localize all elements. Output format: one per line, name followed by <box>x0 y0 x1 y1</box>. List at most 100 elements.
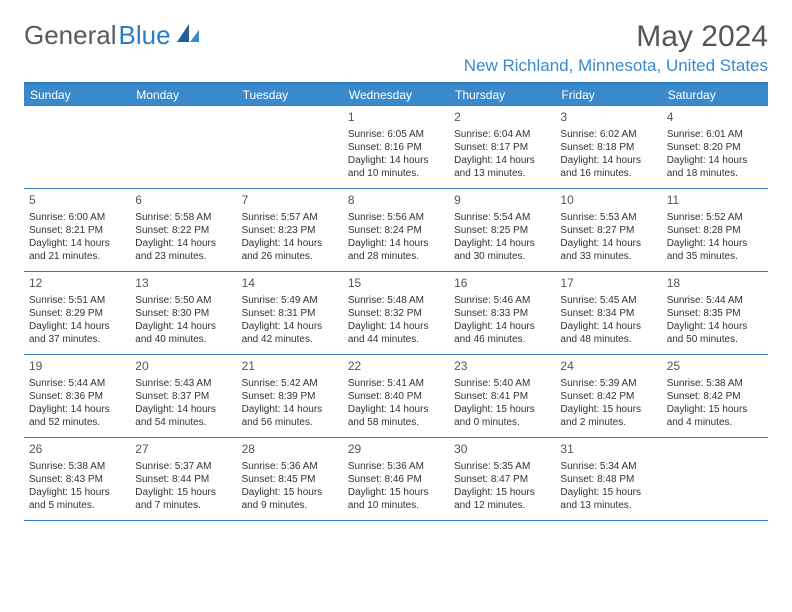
day-number: 31 <box>560 442 656 458</box>
day-cell: 12 Sunrise: 5:51 AMSunset: 8:29 PMDayligh… <box>24 272 130 354</box>
day-info-line: Sunrise: 5:54 AM <box>454 211 550 224</box>
day-info-line: Sunrise: 5:49 AM <box>242 294 338 307</box>
day-info-line: Daylight: 14 hours and 33 minutes. <box>560 237 656 263</box>
day-number: 20 <box>135 359 231 375</box>
day-info-line: Daylight: 15 hours and 13 minutes. <box>560 486 656 512</box>
day-cell: 17Sunrise: 5:45 AMSunset: 8:34 PMDayligh… <box>555 272 661 354</box>
day-cell <box>237 106 343 188</box>
day-cell: 20Sunrise: 5:43 AMSunset: 8:37 PMDayligh… <box>130 355 236 437</box>
day-header: Monday <box>130 84 236 106</box>
day-number: 18 <box>667 276 763 292</box>
day-info-line: Sunrise: 5:51 AM <box>29 294 125 307</box>
day-number: 27 <box>135 442 231 458</box>
day-info-line: Sunrise: 6:05 AM <box>348 128 444 141</box>
day-cell: 27Sunrise: 5:37 AMSunset: 8:44 PMDayligh… <box>130 438 236 520</box>
week-row: 19Sunrise: 5:44 AMSunset: 8:36 PMDayligh… <box>24 355 768 438</box>
day-number: 29 <box>348 442 444 458</box>
day-info-line: Sunset: 8:16 PM <box>348 141 444 154</box>
day-info-line: Sunrise: 5:38 AM <box>667 377 763 390</box>
day-info-line: Sunset: 8:47 PM <box>454 473 550 486</box>
day-info-line: Daylight: 14 hours and 37 minutes. <box>29 320 125 346</box>
day-info-line: Daylight: 14 hours and 46 minutes. <box>454 320 550 346</box>
day-number: 21 <box>242 359 338 375</box>
day-info-line: Sunset: 8:30 PM <box>135 307 231 320</box>
day-info-line: Daylight: 14 hours and 52 minutes. <box>29 403 125 429</box>
day-cell: 7Sunrise: 5:57 AMSunset: 8:23 PMDaylight… <box>237 189 343 271</box>
day-info-line: Sunrise: 5:57 AM <box>242 211 338 224</box>
day-info-line: Sunset: 8:28 PM <box>667 224 763 237</box>
day-info-line: Sunrise: 6:02 AM <box>560 128 656 141</box>
day-info-line: Sunset: 8:29 PM <box>29 307 125 320</box>
day-number: 15 <box>348 276 444 292</box>
day-number: 4 <box>667 110 763 126</box>
day-number: 30 <box>454 442 550 458</box>
day-cell: 16Sunrise: 5:46 AMSunset: 8:33 PMDayligh… <box>449 272 555 354</box>
day-number: 3 <box>560 110 656 126</box>
day-number: 23 <box>454 359 550 375</box>
day-cell: 25Sunrise: 5:38 AMSunset: 8:42 PMDayligh… <box>662 355 768 437</box>
day-info-line: Sunset: 8:35 PM <box>667 307 763 320</box>
day-number: 9 <box>454 193 550 209</box>
day-info-line: Daylight: 14 hours and 50 minutes. <box>667 320 763 346</box>
day-info-line: Sunrise: 5:44 AM <box>667 294 763 307</box>
day-info-line: Sunset: 8:24 PM <box>348 224 444 237</box>
day-info-line: Sunset: 8:25 PM <box>454 224 550 237</box>
day-cell: 26Sunrise: 5:38 AMSunset: 8:43 PMDayligh… <box>24 438 130 520</box>
day-cell: 13Sunrise: 5:50 AMSunset: 8:30 PMDayligh… <box>130 272 236 354</box>
day-cell: 29Sunrise: 5:36 AMSunset: 8:46 PMDayligh… <box>343 438 449 520</box>
day-info-line: Sunrise: 5:44 AM <box>29 377 125 390</box>
day-info-line: Sunrise: 5:52 AM <box>667 211 763 224</box>
day-info-line: Sunrise: 5:46 AM <box>454 294 550 307</box>
day-info-line: Sunrise: 5:50 AM <box>135 294 231 307</box>
day-number: 11 <box>667 193 763 209</box>
day-info-line: Daylight: 14 hours and 21 minutes. <box>29 237 125 263</box>
day-number: 24 <box>560 359 656 375</box>
day-info-line: Sunrise: 5:53 AM <box>560 211 656 224</box>
week-row: 1Sunrise: 6:05 AMSunset: 8:16 PMDaylight… <box>24 106 768 189</box>
day-info-line: Daylight: 14 hours and 26 minutes. <box>242 237 338 263</box>
day-info-line: Sunset: 8:43 PM <box>29 473 125 486</box>
day-info-line: Daylight: 15 hours and 2 minutes. <box>560 403 656 429</box>
logo-text-part1: General <box>24 20 117 51</box>
day-number: 12 <box>29 276 125 292</box>
calendar-page: GeneralBlue May 2024 New Richland, Minne… <box>0 0 792 541</box>
day-info-line: Daylight: 15 hours and 10 minutes. <box>348 486 444 512</box>
logo-text-part2: Blue <box>119 20 171 51</box>
day-info-line: Daylight: 14 hours and 28 minutes. <box>348 237 444 263</box>
day-info-line: Daylight: 15 hours and 7 minutes. <box>135 486 231 512</box>
day-info-line: Sunset: 8:45 PM <box>242 473 338 486</box>
day-info-line: Sunset: 8:37 PM <box>135 390 231 403</box>
day-cell: 10Sunrise: 5:53 AMSunset: 8:27 PMDayligh… <box>555 189 661 271</box>
day-info-line: Sunset: 8:34 PM <box>560 307 656 320</box>
day-info-line: Sunset: 8:41 PM <box>454 390 550 403</box>
day-info-line: Sunset: 8:42 PM <box>560 390 656 403</box>
day-info-line: Sunrise: 5:38 AM <box>29 460 125 473</box>
day-info-line: Sunrise: 5:37 AM <box>135 460 231 473</box>
day-info-line: Daylight: 14 hours and 30 minutes. <box>454 237 550 263</box>
day-info-line: Sunrise: 5:56 AM <box>348 211 444 224</box>
day-info-line: Sunset: 8:17 PM <box>454 141 550 154</box>
day-header-row: SundayMondayTuesdayWednesdayThursdayFrid… <box>24 84 768 106</box>
day-info-line: Daylight: 14 hours and 40 minutes. <box>135 320 231 346</box>
day-info-line: Sunrise: 5:48 AM <box>348 294 444 307</box>
day-cell: 14Sunrise: 5:49 AMSunset: 8:31 PMDayligh… <box>237 272 343 354</box>
day-info-line: Daylight: 14 hours and 35 minutes. <box>667 237 763 263</box>
day-info-line: Daylight: 15 hours and 4 minutes. <box>667 403 763 429</box>
day-number: 16 <box>454 276 550 292</box>
day-number: 28 <box>242 442 338 458</box>
day-info-line: Daylight: 14 hours and 18 minutes. <box>667 154 763 180</box>
day-header: Friday <box>555 84 661 106</box>
day-info-line: Daylight: 14 hours and 10 minutes. <box>348 154 444 180</box>
day-info-line: Daylight: 14 hours and 23 minutes. <box>135 237 231 263</box>
day-info-line: Sunrise: 5:40 AM <box>454 377 550 390</box>
day-info-line: Sunrise: 5:39 AM <box>560 377 656 390</box>
day-cell <box>24 106 130 188</box>
day-info-line: Sunset: 8:42 PM <box>667 390 763 403</box>
weeks-container: 1Sunrise: 6:05 AMSunset: 8:16 PMDaylight… <box>24 106 768 521</box>
day-cell: 21Sunrise: 5:42 AMSunset: 8:39 PMDayligh… <box>237 355 343 437</box>
location-text: New Richland, Minnesota, United States <box>464 56 768 76</box>
day-number: 7 <box>242 193 338 209</box>
day-cell: 3Sunrise: 6:02 AMSunset: 8:18 PMDaylight… <box>555 106 661 188</box>
week-row: 12Sunrise: 5:51 AMSunset: 8:29 PMDayligh… <box>24 272 768 355</box>
week-row: 26Sunrise: 5:38 AMSunset: 8:43 PMDayligh… <box>24 438 768 521</box>
